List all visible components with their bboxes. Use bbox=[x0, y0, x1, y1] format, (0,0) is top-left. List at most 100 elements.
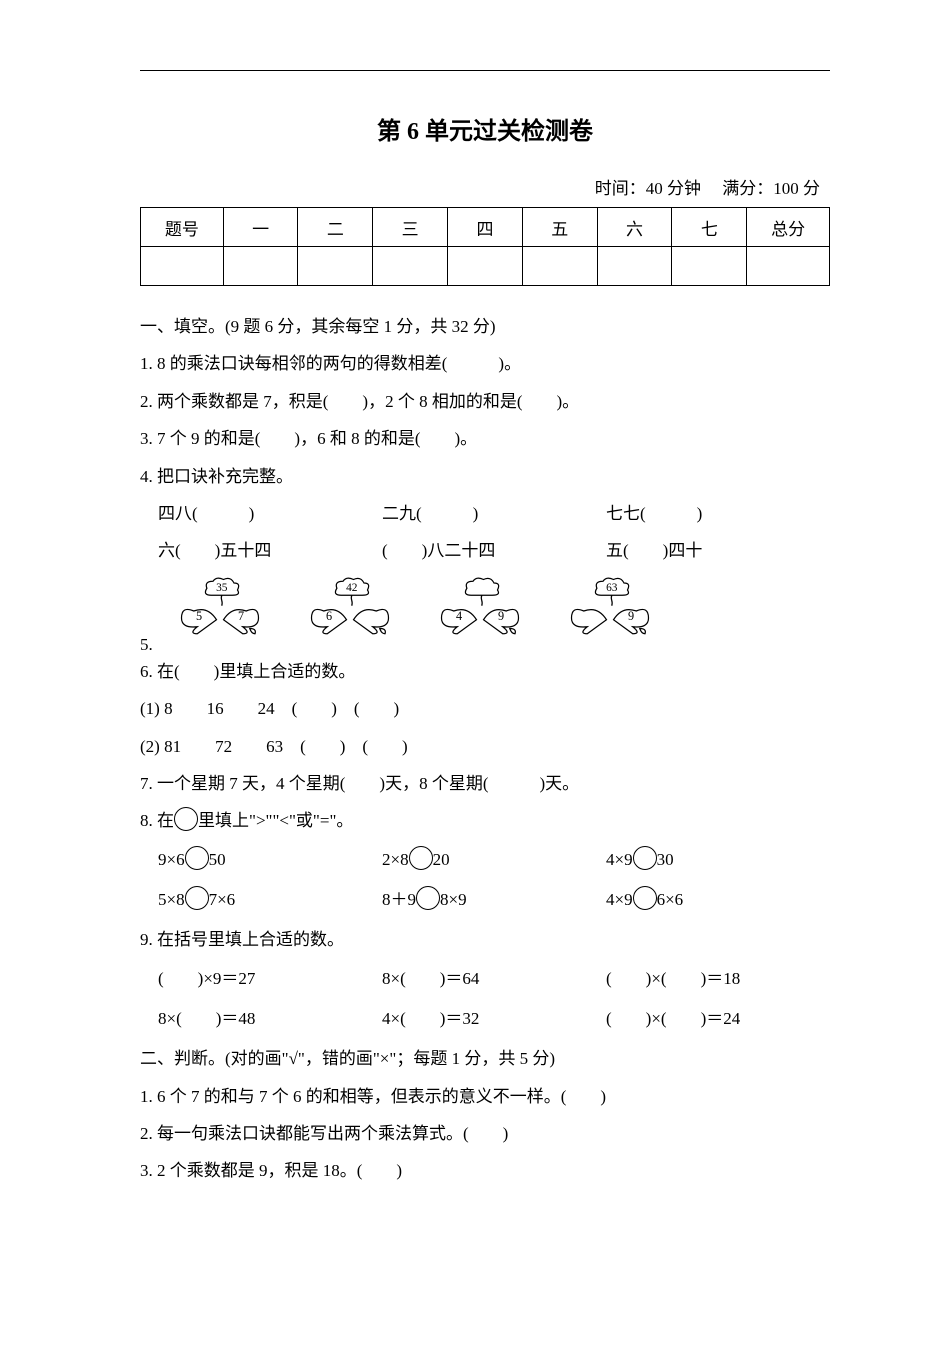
score-header: 六 bbox=[597, 208, 672, 247]
score-header: 题号 bbox=[141, 208, 224, 247]
flower-item: 42 6 bbox=[305, 576, 395, 651]
q9-row2: 8×( )＝48 4×( )＝32 ( )×( )＝24 bbox=[140, 999, 830, 1040]
expr: 30 bbox=[657, 850, 674, 869]
page: 第 6 单元过关检测卷 时间：40 分钟 满分：100 分 题号 一 二 三 四… bbox=[0, 0, 950, 1345]
svg-text:7: 7 bbox=[238, 608, 244, 622]
flower-item: 4 9 bbox=[435, 576, 525, 651]
circle-icon[interactable] bbox=[416, 886, 440, 910]
svg-text:42: 42 bbox=[346, 582, 358, 594]
score-cell[interactable] bbox=[298, 247, 373, 286]
q8-heading: 8. 在里填上">""<"或"="。 bbox=[140, 802, 830, 839]
q5-label: 5. bbox=[140, 636, 153, 653]
q6-heading: 6. 在( )里填上合适的数。 bbox=[140, 653, 830, 690]
q9-heading: 9. 在括号里填上合适的数。 bbox=[140, 921, 830, 958]
score-blank-row bbox=[141, 247, 830, 286]
score-cell[interactable] bbox=[141, 247, 224, 286]
score-cell[interactable] bbox=[747, 247, 830, 286]
score-table: 题号 一 二 三 四 五 六 七 总分 bbox=[140, 207, 830, 286]
exam-title: 第 6 单元过关检测卷 bbox=[140, 111, 830, 146]
svg-text:5: 5 bbox=[196, 608, 202, 622]
q8-cell: 4×9 6×6 bbox=[606, 880, 830, 921]
s2-q1: 1. 6 个 7 的和与 7 个 6 的和相等，但表示的意义不一样。( ) bbox=[140, 1078, 830, 1115]
meta-line: 时间：40 分钟 满分：100 分 bbox=[140, 174, 830, 199]
fullscore-label: 满分：100 分 bbox=[722, 179, 820, 198]
q6-row2: (2) 81 72 63 ( ) ( ) bbox=[140, 728, 830, 765]
section-2-heading: 二、判断。(对的画"√"，错的画"×"；每题 1 分，共 5 分) bbox=[140, 1040, 830, 1077]
top-rule bbox=[140, 70, 830, 71]
score-cell[interactable] bbox=[223, 247, 298, 286]
expr: 9×6 bbox=[158, 850, 185, 869]
expr: 5×8 bbox=[158, 890, 185, 909]
svg-text:9: 9 bbox=[498, 608, 504, 622]
q9-cell: 8×( )＝48 bbox=[158, 999, 382, 1040]
q1: 1. 8 的乘法口诀每相邻的两句的得数相差( )。 bbox=[140, 345, 830, 382]
q8-cell: 2×8 20 bbox=[382, 840, 606, 881]
expr: 6×6 bbox=[657, 890, 684, 909]
score-cell[interactable] bbox=[522, 247, 597, 286]
expr: 4×9 bbox=[606, 890, 633, 909]
q4-cell: 四八( ) bbox=[158, 495, 382, 532]
score-cell[interactable] bbox=[448, 247, 523, 286]
expr: 20 bbox=[433, 850, 450, 869]
svg-text:63: 63 bbox=[606, 582, 618, 594]
score-cell[interactable] bbox=[373, 247, 448, 286]
score-cell[interactable] bbox=[597, 247, 672, 286]
q4-row1: 四八( ) 二九( ) 七七( ) bbox=[140, 495, 830, 532]
flower-item: 63 9 bbox=[565, 576, 655, 651]
q4-cell: 七七( ) bbox=[606, 495, 830, 532]
score-header: 一 bbox=[223, 208, 298, 247]
q9-cell: ( )×( )＝18 bbox=[606, 959, 830, 1000]
flower-item: 35 5 7 bbox=[175, 576, 265, 651]
section-1-heading: 一、填空。(9 题 6 分，其余每空 1 分，共 32 分) bbox=[140, 308, 830, 345]
score-header: 总分 bbox=[747, 208, 830, 247]
score-header-row: 题号 一 二 三 四 五 六 七 总分 bbox=[141, 208, 830, 247]
q4-row2: 六( )五十四 ( )八二十四 五( )四十 bbox=[140, 532, 830, 569]
s2-q2: 2. 每一句乘法口诀都能写出两个乘法算式。( ) bbox=[140, 1115, 830, 1152]
expr: 2×8 bbox=[382, 850, 409, 869]
q9-cell: 8×( )＝64 bbox=[382, 959, 606, 1000]
q8-row2: 5×87×6 8＋98×9 4×96×6 bbox=[140, 880, 830, 921]
score-header: 三 bbox=[373, 208, 448, 247]
circle-icon[interactable] bbox=[633, 886, 657, 910]
score-header: 四 bbox=[448, 208, 523, 247]
q8-cell: 9×6 50 bbox=[158, 840, 382, 881]
q8-cell: 8＋9 8×9 bbox=[382, 880, 606, 921]
q3: 3. 7 个 9 的和是( )，6 和 8 的和是( )。 bbox=[140, 420, 830, 457]
q4-cell: 六( )五十四 bbox=[158, 532, 382, 569]
circle-icon bbox=[174, 807, 198, 831]
q8-row1: 9×6 50 2×8 20 4×9 30 bbox=[140, 840, 830, 881]
score-header: 二 bbox=[298, 208, 373, 247]
expr: 8＋9 bbox=[382, 890, 416, 909]
q8-cell: 4×9 30 bbox=[606, 840, 830, 881]
q7: 7. 一个星期 7 天，4 个星期( )天，8 个星期( )天。 bbox=[140, 765, 830, 802]
circle-icon[interactable] bbox=[185, 886, 209, 910]
expr: 4×9 bbox=[606, 850, 633, 869]
q9-cell: 4×( )＝32 bbox=[382, 999, 606, 1040]
svg-text:4: 4 bbox=[456, 608, 462, 622]
q9-row1: ( )×9＝27 8×( )＝64 ( )×( )＝18 bbox=[140, 959, 830, 1000]
expr: 8×9 bbox=[440, 890, 467, 909]
circle-icon[interactable] bbox=[185, 846, 209, 870]
q5-flowers: 35 5 7 42 6 bbox=[157, 576, 655, 651]
score-header: 七 bbox=[672, 208, 747, 247]
circle-icon[interactable] bbox=[633, 846, 657, 870]
q9-cell: ( )×( )＝24 bbox=[606, 999, 830, 1040]
q4-heading: 4. 把口诀补充完整。 bbox=[140, 458, 830, 495]
flower-icon: 4 9 bbox=[435, 576, 525, 646]
circle-icon[interactable] bbox=[409, 846, 433, 870]
score-header: 五 bbox=[522, 208, 597, 247]
expr: 50 bbox=[209, 850, 226, 869]
q9-cell: ( )×9＝27 bbox=[158, 959, 382, 1000]
score-cell[interactable] bbox=[672, 247, 747, 286]
q4-cell: 二九( ) bbox=[382, 495, 606, 532]
flower-icon: 35 5 7 bbox=[175, 576, 265, 646]
q4-cell: ( )八二十四 bbox=[382, 532, 606, 569]
flower-icon: 63 9 bbox=[565, 576, 655, 646]
q2: 2. 两个乘数都是 7，积是( )，2 个 8 相加的和是( )。 bbox=[140, 383, 830, 420]
q4-cell: 五( )四十 bbox=[606, 532, 830, 569]
flower-icon: 42 6 bbox=[305, 576, 395, 646]
q5: 5. 35 5 7 42 bbox=[140, 570, 830, 653]
time-label: 时间：40 分钟 bbox=[595, 179, 701, 198]
q8-prefix: 8. 在 bbox=[140, 811, 174, 830]
s2-q3: 3. 2 个乘数都是 9，积是 18。( ) bbox=[140, 1152, 830, 1189]
